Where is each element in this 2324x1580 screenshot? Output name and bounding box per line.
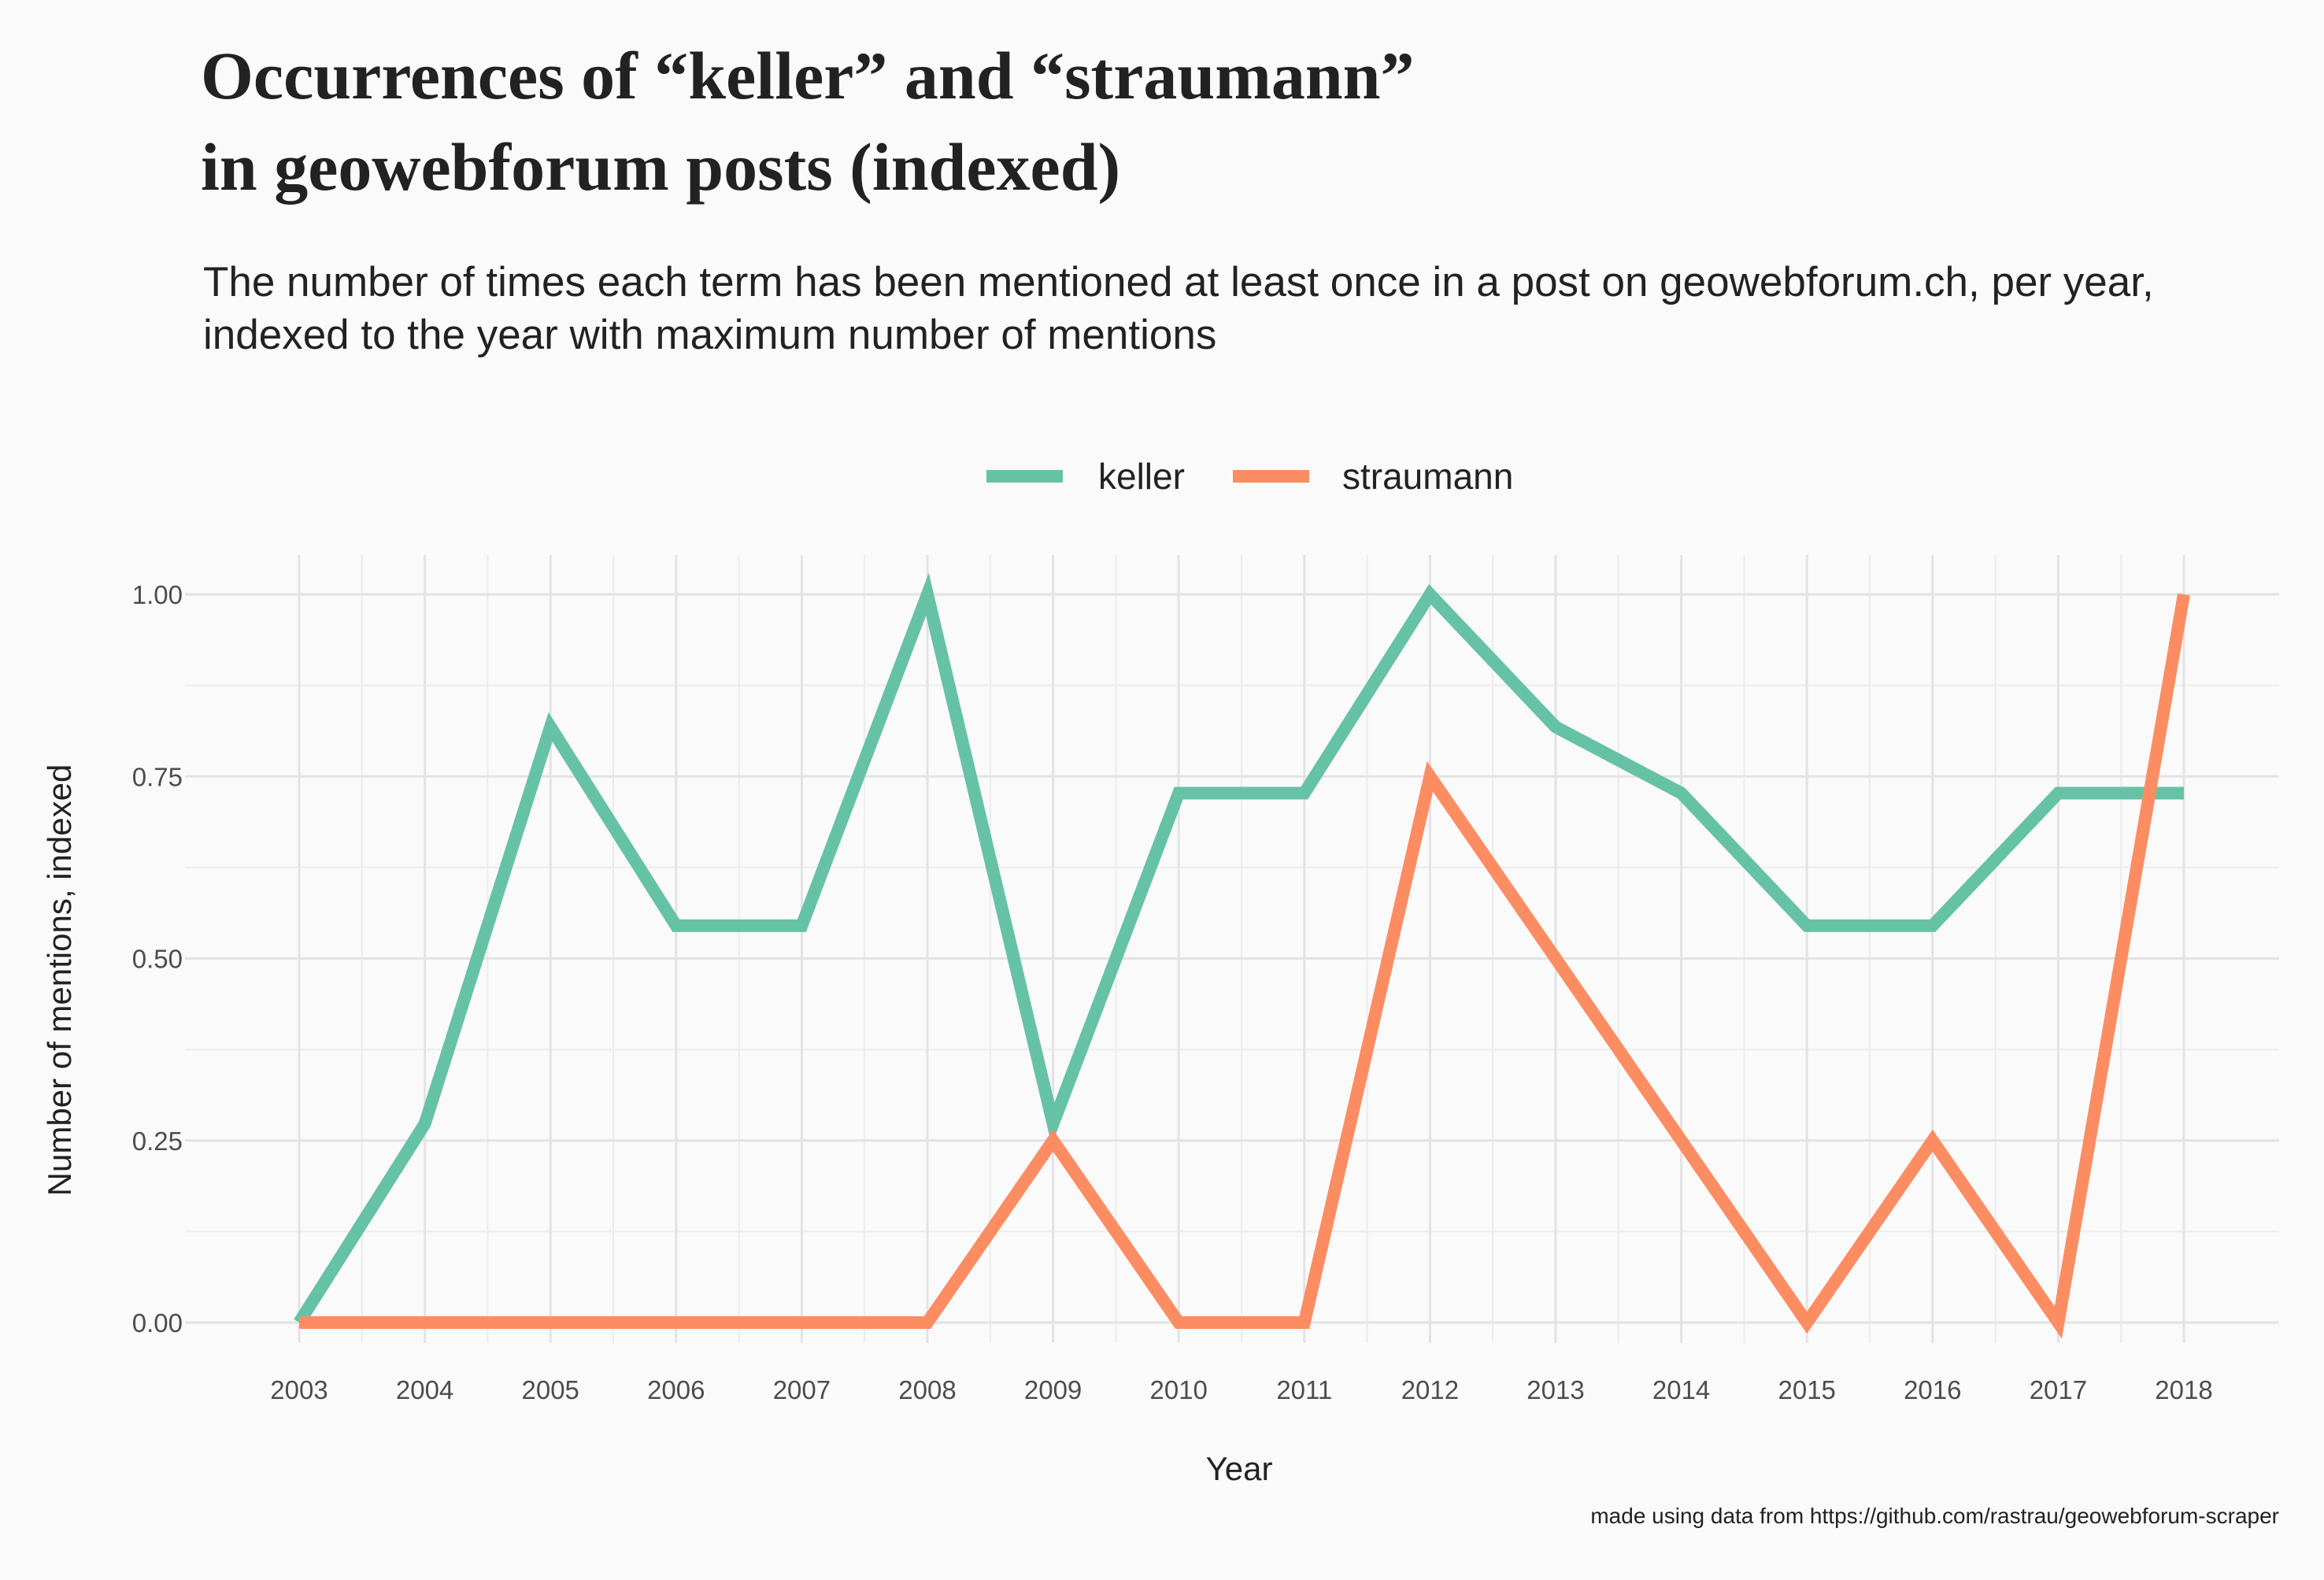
chart-title: Occurrences of “keller” and “straumann” … — [201, 30, 1415, 213]
x-tick-label: 2009 — [1024, 1375, 1082, 1404]
y-tick-label: 1.00 — [132, 580, 183, 609]
y-tick-label: 0.75 — [132, 762, 183, 791]
legend: keller straumann — [986, 456, 1513, 497]
y-tick-label: 0.50 — [132, 945, 183, 974]
y-tick-label: 0.00 — [132, 1308, 183, 1338]
x-tick-label: 2018 — [2155, 1375, 2212, 1404]
x-tick-label: 2010 — [1149, 1375, 1207, 1404]
x-tick-label: 2011 — [1276, 1375, 1332, 1404]
x-tick-label: 2007 — [773, 1375, 831, 1404]
x-tick-label: 2017 — [2030, 1375, 2087, 1404]
chart-subtitle-line-1: The number of times each term has been m… — [203, 259, 2154, 305]
x-tick-label: 2008 — [898, 1375, 956, 1404]
x-axis-title: Year — [1206, 1450, 1273, 1487]
series-lines — [294, 572, 2190, 1339]
y-tick-label: 0.25 — [132, 1127, 183, 1156]
x-tick-label: 2006 — [647, 1375, 705, 1404]
x-tick-label: 2003 — [270, 1375, 328, 1404]
legend-label-straumann: straumann — [1342, 456, 1513, 497]
chart-subtitle: The number of times each term has been m… — [203, 256, 2154, 361]
x-tick-label: 2015 — [1778, 1375, 1835, 1404]
x-tick-label: 2013 — [1527, 1375, 1584, 1404]
series-line-keller — [294, 572, 2184, 1327]
x-tick-label: 2014 — [1652, 1375, 1710, 1404]
y-axis-title: Number of mentions, indexed — [41, 764, 78, 1197]
grid-lines — [185, 555, 2279, 1343]
chart-caption: made using data from https://github.com/… — [1590, 1504, 2279, 1528]
axis-tick-labels: 0.00 0.25 0.50 0.75 1.00 2003 2004 2005 2006 2007… — [132, 580, 2213, 1404]
x-tick-label: 2004 — [396, 1375, 453, 1404]
legend-label-keller: keller — [1098, 456, 1185, 497]
chart-title-line-2: in geowebforum posts (indexed) — [201, 129, 1121, 205]
x-tick-label: 2016 — [1904, 1375, 1961, 1404]
x-tick-label: 2012 — [1401, 1375, 1459, 1404]
x-tick-label: 2005 — [521, 1375, 579, 1404]
chart-subtitle-line-2: indexed to the year with maximum number … — [203, 312, 1217, 358]
chart-title-line-1: Occurrences of “keller” and “straumann” — [201, 38, 1415, 113]
series-line-straumann — [299, 593, 2190, 1339]
